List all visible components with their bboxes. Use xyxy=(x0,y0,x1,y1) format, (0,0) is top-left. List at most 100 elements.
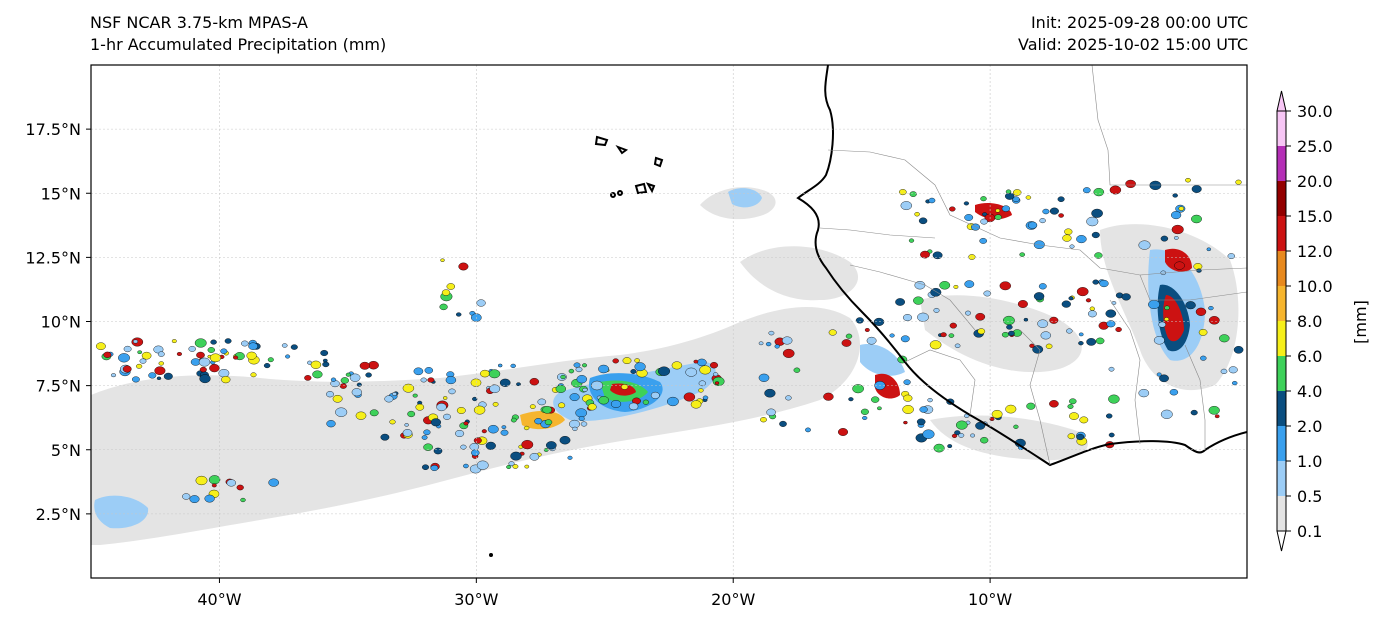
precip-cell xyxy=(903,394,913,402)
convective-cells xyxy=(96,177,1244,557)
precip-cell xyxy=(630,369,637,374)
precip-cell xyxy=(157,351,165,357)
precip-cell xyxy=(1064,228,1073,235)
valid-time: Valid: 2025-10-02 15:00 UTC xyxy=(1017,35,1248,54)
precip-cell xyxy=(558,402,566,409)
precip-cell xyxy=(469,443,480,451)
precip-cell xyxy=(685,367,698,377)
precip-cell xyxy=(1049,207,1059,215)
precip-cell xyxy=(1108,366,1115,372)
border-line xyxy=(1139,274,1247,301)
precip-cell xyxy=(971,223,981,231)
precip-cell xyxy=(365,372,372,378)
colorbar-tick-label: 25.0 xyxy=(1297,137,1333,156)
lon-tick-label: 20°W xyxy=(711,590,755,609)
precip-cell xyxy=(176,352,182,356)
colorbar-segment xyxy=(1277,111,1286,146)
precip-cell xyxy=(1105,309,1117,318)
precip-cell xyxy=(933,443,945,453)
light-precip-patch xyxy=(920,295,1082,373)
precip-cell xyxy=(498,363,503,368)
colorbar-segment xyxy=(1277,181,1286,216)
precip-cell xyxy=(198,357,211,367)
precip-cell xyxy=(456,407,466,414)
precip-cell xyxy=(697,358,707,367)
precip-cell xyxy=(359,361,370,370)
precip-cell xyxy=(1001,205,1011,212)
precip-cell xyxy=(572,426,578,431)
precip-cell xyxy=(805,427,811,433)
precip-cell xyxy=(1083,187,1091,194)
map-gridlines xyxy=(91,65,1247,578)
precip-cell xyxy=(463,421,469,426)
precip-cell xyxy=(489,384,501,393)
precip-cell xyxy=(1235,179,1242,185)
precip-cell xyxy=(224,338,232,344)
precip-cell xyxy=(158,361,165,366)
precip-cell xyxy=(1158,321,1166,328)
precip-cell xyxy=(194,338,207,348)
precip-cell xyxy=(1029,343,1035,348)
precip-cell xyxy=(766,408,776,416)
precip-cell xyxy=(628,402,639,411)
precip-cell xyxy=(1095,337,1105,345)
colorbar-segment xyxy=(1277,321,1286,356)
precip-cell xyxy=(932,251,943,260)
precip-cell xyxy=(1208,306,1214,311)
latitude-axis: 2.5°N 5°N 7.5°N 10°N 12.5°N 15°N 17.5°N xyxy=(25,120,91,524)
colorbar-segment xyxy=(1277,426,1286,461)
precip-cell xyxy=(471,449,480,457)
lat-tick-label: 2.5°N xyxy=(36,505,81,524)
precip-cell xyxy=(1006,324,1013,330)
precip-cell xyxy=(488,369,501,379)
precip-cell xyxy=(758,373,770,382)
precip-cell xyxy=(430,465,439,472)
precip-cell xyxy=(199,366,207,373)
colorbar-tick-label: 0.5 xyxy=(1297,487,1322,506)
precip-cell xyxy=(285,354,291,359)
precip-cell xyxy=(351,388,362,397)
colorbar-tick-label: 1.0 xyxy=(1297,452,1322,471)
precip-cell xyxy=(1019,252,1026,257)
precip-cell xyxy=(698,388,704,393)
precip-cell xyxy=(671,361,683,370)
precip-cell xyxy=(470,378,482,387)
precip-cell xyxy=(1038,283,1047,290)
precip-cell xyxy=(335,407,348,417)
precip-cell xyxy=(137,350,142,355)
precip-cell xyxy=(860,408,869,415)
precip-cell xyxy=(948,333,955,338)
precip-cell xyxy=(220,348,228,354)
precip-cell xyxy=(1076,235,1087,244)
precip-cell xyxy=(848,397,854,402)
precip-cell xyxy=(458,262,469,271)
precip-cell xyxy=(864,328,870,332)
precip-cell xyxy=(698,380,706,387)
precip-cell xyxy=(204,494,215,503)
precip-cell xyxy=(413,367,424,376)
precip-cell xyxy=(578,416,585,421)
precip-cell xyxy=(330,377,337,382)
precip-cell xyxy=(369,409,379,417)
precip-cell xyxy=(949,206,956,212)
precip-cell xyxy=(1174,236,1179,240)
precip-cell xyxy=(236,484,244,491)
precip-cell xyxy=(965,310,972,316)
colorbar-segment xyxy=(1277,391,1286,426)
precip-cell xyxy=(441,289,451,296)
precip-cell xyxy=(620,384,629,390)
precip-cell xyxy=(132,339,138,344)
colorbar-segment xyxy=(1277,251,1286,286)
precip-cell xyxy=(448,388,456,395)
precip-cell xyxy=(1191,214,1202,224)
precip-cell xyxy=(210,339,217,345)
precip-cell xyxy=(980,218,988,225)
precip-cell xyxy=(765,342,772,347)
precip-cell xyxy=(340,377,349,384)
west-africa-coastline xyxy=(796,65,1247,467)
precip-cell xyxy=(320,350,329,357)
precip-cell xyxy=(415,403,425,411)
precip-cell xyxy=(994,214,1002,220)
precip-cell xyxy=(1088,310,1097,318)
precip-cell xyxy=(877,406,882,411)
